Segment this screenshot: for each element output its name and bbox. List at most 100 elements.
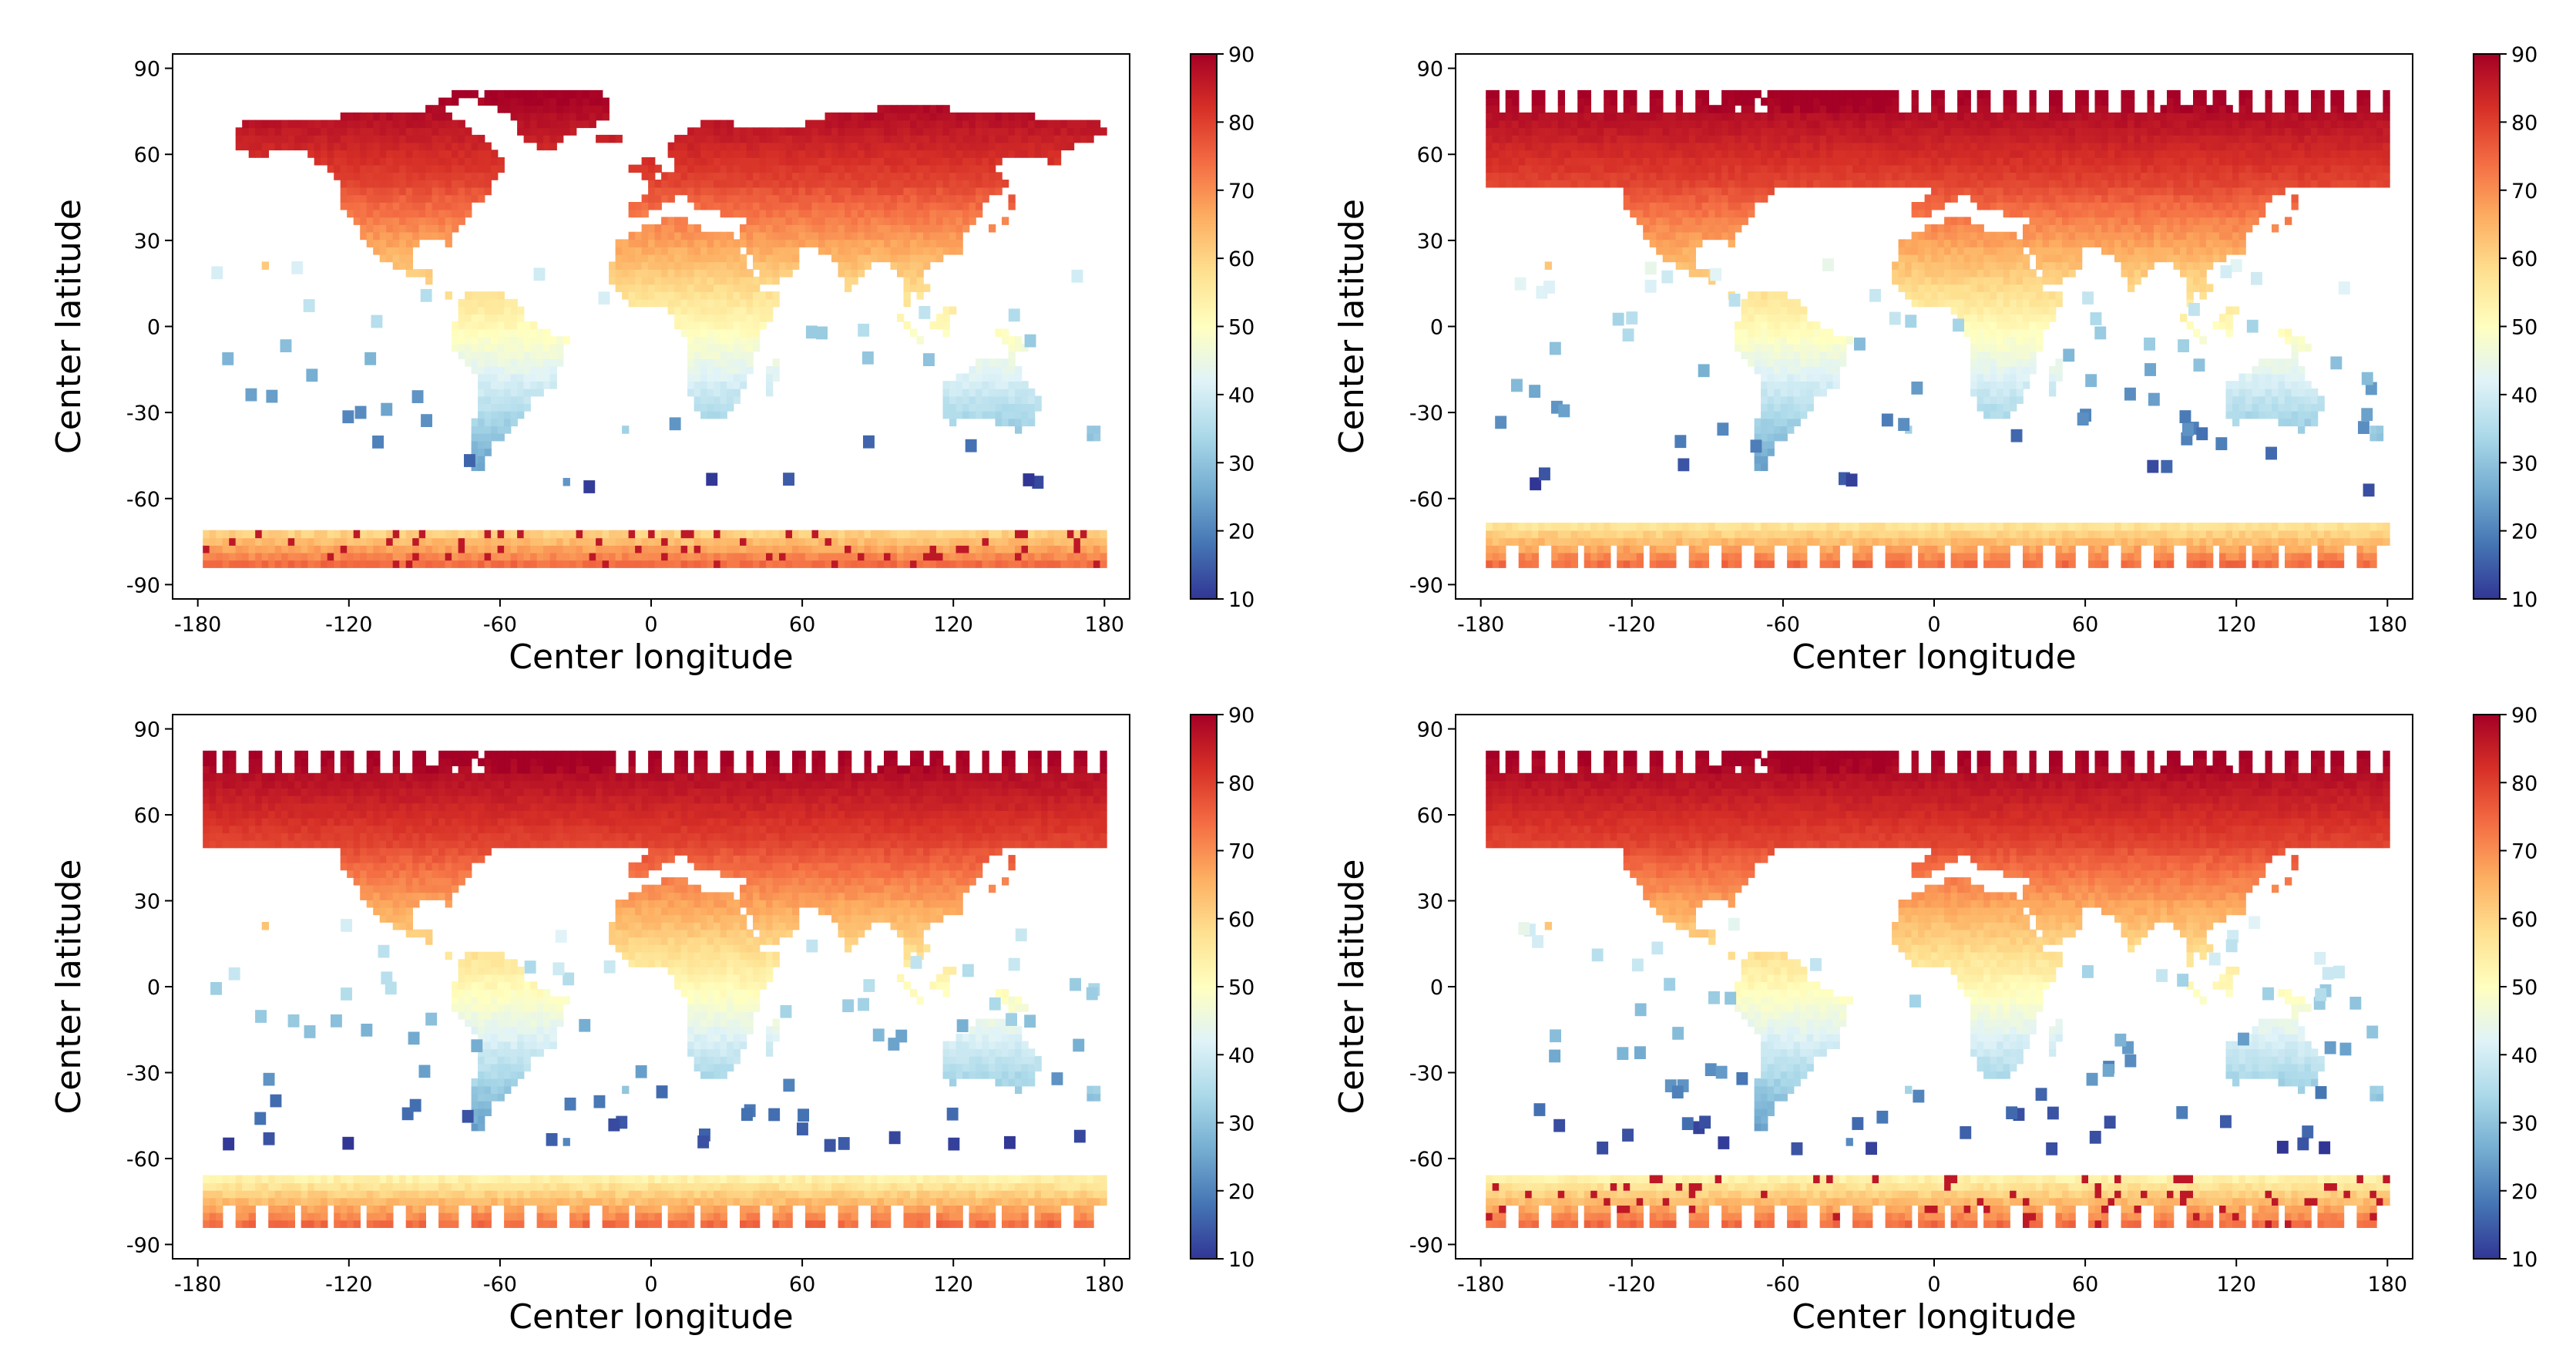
data-point — [471, 351, 479, 359]
data-point — [714, 261, 721, 270]
data-point — [805, 537, 813, 546]
data-point — [1002, 537, 1009, 546]
data-point — [2075, 247, 2083, 255]
data-point — [1937, 202, 1945, 210]
data-point — [2114, 231, 2122, 241]
data-point — [1970, 239, 1978, 247]
data-point — [1931, 254, 1939, 263]
data-point — [2186, 545, 2194, 553]
data-point — [2206, 523, 2214, 531]
data-point — [1787, 537, 1795, 546]
data-point — [976, 187, 983, 196]
data-point — [949, 247, 957, 255]
data-point — [641, 269, 649, 278]
data-point — [281, 560, 289, 568]
data-point — [478, 552, 485, 561]
data-point — [929, 105, 937, 113]
data-point — [2167, 254, 2175, 263]
data-point — [1898, 261, 1906, 270]
data-point — [523, 134, 531, 143]
data-point — [772, 537, 780, 546]
data-point — [707, 127, 714, 136]
data-point — [1623, 523, 1631, 531]
data-point — [772, 172, 780, 180]
data-point — [432, 187, 439, 196]
data-point — [1977, 239, 1984, 247]
data-point — [1708, 530, 1716, 539]
y-tick-label: -90 — [126, 574, 160, 597]
data-point — [622, 254, 630, 263]
data-point — [1997, 545, 2004, 553]
data-point — [753, 552, 761, 561]
data-point — [995, 365, 1003, 375]
data-point — [1918, 276, 1926, 285]
data-point — [1754, 314, 1762, 322]
data-point — [962, 395, 970, 404]
data-point — [654, 180, 662, 188]
data-point — [2029, 298, 2037, 308]
data-point — [694, 328, 701, 337]
data-point — [216, 560, 223, 568]
data-point — [2055, 365, 2063, 375]
data-point — [1701, 560, 1709, 568]
data-point — [497, 321, 505, 330]
data-point — [720, 537, 727, 546]
data-point — [2298, 418, 2306, 427]
data-point — [2016, 291, 2024, 300]
data-point — [523, 560, 531, 568]
data-point — [707, 365, 714, 375]
data-point — [2042, 239, 2050, 247]
data-point — [818, 231, 826, 241]
data-point — [2278, 410, 2285, 419]
data-point — [399, 261, 407, 270]
data-point — [2206, 254, 2214, 263]
data-point — [897, 172, 905, 180]
data-point — [1970, 552, 1978, 561]
data-point — [1002, 388, 1009, 397]
data-point — [392, 194, 400, 203]
data-point — [1761, 432, 1768, 442]
data-point — [1492, 552, 1500, 561]
data-point — [1656, 239, 1664, 247]
data-point — [1911, 276, 1919, 285]
data-point — [949, 202, 957, 210]
data-point — [1806, 530, 1814, 539]
data-point — [2134, 269, 2141, 278]
data-point — [772, 247, 780, 255]
data-point — [2134, 545, 2141, 553]
data-point — [884, 202, 892, 210]
data-point — [1970, 291, 1978, 300]
data-point — [615, 254, 623, 263]
data-point — [445, 530, 452, 539]
data-point — [746, 239, 754, 247]
data-point — [916, 217, 924, 225]
data-point — [1950, 291, 1958, 300]
data-point — [903, 172, 911, 180]
data-point — [661, 530, 669, 539]
data-point — [897, 530, 905, 539]
data-point — [956, 381, 963, 389]
data-point — [851, 530, 858, 539]
data-point — [432, 134, 439, 143]
data-point — [2147, 239, 2155, 247]
data-point — [641, 560, 649, 568]
data-point — [1623, 560, 1631, 568]
data-point — [1761, 523, 1768, 531]
data-point — [989, 381, 996, 389]
data-point — [2055, 247, 2063, 255]
data-point — [694, 351, 701, 359]
data-point — [858, 552, 865, 561]
data-point — [2238, 410, 2246, 419]
data-point — [2081, 523, 2089, 531]
data-point — [2160, 254, 2168, 263]
data-point — [1701, 269, 1709, 278]
data-point — [1787, 343, 1795, 352]
data-point — [1983, 261, 1991, 270]
data-point — [766, 537, 774, 546]
data-point — [746, 336, 754, 345]
data-point — [1957, 530, 1965, 539]
data-point — [392, 530, 400, 539]
data-point — [720, 157, 727, 166]
data-point — [2238, 560, 2246, 568]
x-tick-label: 60 — [789, 613, 815, 637]
